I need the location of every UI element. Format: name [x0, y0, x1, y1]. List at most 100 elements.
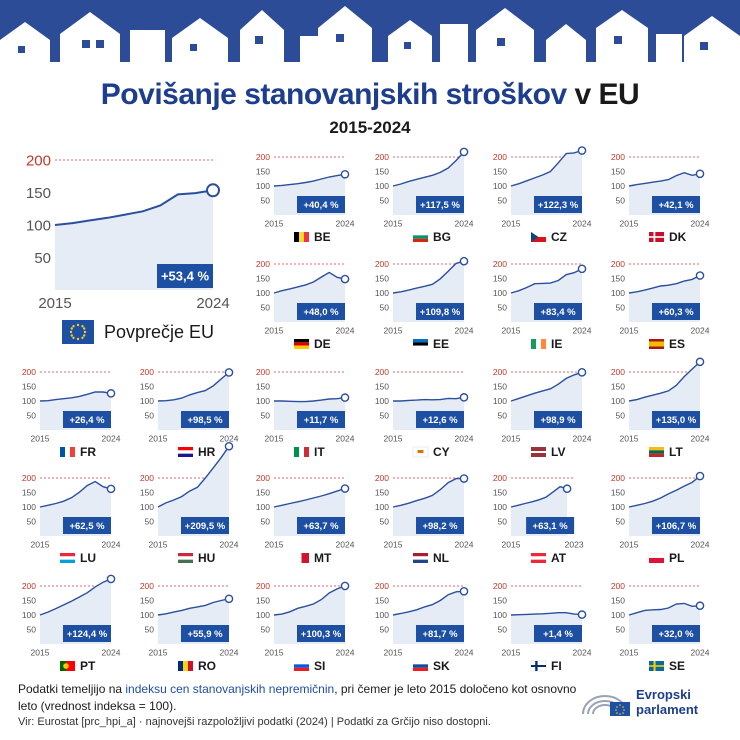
y-tick-label: 150 — [256, 273, 270, 283]
change-badge-bg — [534, 625, 582, 642]
change-badge-bg — [157, 264, 213, 288]
change-badge-at: +63,1 % — [533, 521, 569, 532]
country-code-fr: FR — [80, 445, 96, 459]
y-tick-label: 150 — [611, 381, 625, 391]
flag-part — [649, 447, 664, 451]
country-code-dk: DK — [669, 230, 687, 244]
y-tick-label: 200 — [611, 259, 625, 269]
y-tick-label: 50 — [27, 410, 37, 420]
series-line-ro — [157, 598, 230, 616]
y-tick-label: 200 — [611, 473, 625, 483]
x-start-label: 2015 — [502, 540, 521, 550]
y-tick-label: 50 — [498, 302, 508, 312]
y-tick-label: 50 — [498, 195, 508, 205]
change-badge-mt: +63,7 % — [303, 521, 339, 532]
x-start-label: 2015 — [384, 648, 403, 658]
y-tick-label: 150 — [611, 273, 625, 283]
flag-part — [294, 661, 309, 665]
x-end-label: 2024 — [691, 540, 710, 550]
flag-part — [178, 661, 183, 671]
flag-part — [531, 339, 536, 349]
country-code-de: DE — [314, 337, 331, 351]
y-tick-label: 200 — [493, 259, 507, 269]
ep-logo: Evropski parlament — [580, 684, 698, 720]
y-tick-label: 100 — [375, 610, 389, 620]
y-tick-label: 50 — [616, 410, 626, 420]
flag-part — [413, 232, 428, 236]
end-marker-lu — [106, 484, 116, 494]
page-title: Povišanje stanovanjskih stroškov v EU — [0, 78, 740, 112]
country-code-si: SI — [314, 659, 325, 673]
x-end-label: 2024 — [220, 648, 239, 658]
x-end-label: 2024 — [573, 219, 592, 229]
y-tick-label: 100 — [256, 610, 270, 620]
flag-part — [188, 661, 193, 671]
flag-part — [299, 232, 304, 242]
y-tick-label: 50 — [27, 516, 37, 526]
flag-part — [413, 553, 428, 557]
y-tick-label: 150 — [611, 487, 625, 497]
flag-part — [531, 451, 546, 453]
x-end-label: 2024 — [455, 648, 474, 658]
end-marker-pt — [106, 574, 116, 584]
x-start-label: 2015 — [149, 434, 168, 444]
x-start-label: 2015 — [620, 219, 639, 229]
y-tick-label: 200 — [256, 473, 270, 483]
x-end-label: 2024 — [455, 219, 474, 229]
end-marker-es — [695, 271, 705, 280]
series-line-nl — [392, 477, 465, 508]
flag-part — [649, 453, 664, 457]
series-line-eu — [54, 189, 214, 226]
y-tick-label: 100 — [256, 502, 270, 512]
x-start-label: 2015 — [149, 540, 168, 550]
flag-part — [304, 232, 309, 242]
area-hu — [158, 446, 229, 536]
country-code-fi: FI — [551, 659, 562, 673]
y-tick-label: 150 — [256, 166, 270, 176]
y-tick-label: 150 — [493, 595, 507, 605]
y-tick-label: 100 — [493, 288, 507, 298]
x-start-label: 2015 — [31, 648, 50, 658]
change-badge-bg — [63, 517, 111, 534]
y-tick-label: 200 — [22, 367, 36, 377]
x-start-label: 2015 — [265, 219, 284, 229]
series-line-bg — [392, 151, 465, 187]
y-tick-label: 50 — [616, 302, 626, 312]
change-badge-fi: +1,4 % — [543, 629, 573, 640]
x-start-label: 2015 — [38, 295, 71, 312]
series-line-sk — [392, 590, 465, 616]
flag-se-icon — [649, 661, 664, 671]
country-code-lu: LU — [80, 551, 96, 565]
y-tick-label: 50 — [380, 195, 390, 205]
change-badge-bg — [534, 303, 582, 320]
x-end-label: 2024 — [336, 326, 355, 336]
country-code-pl: PL — [669, 551, 684, 565]
x-start-label: 2015 — [31, 540, 50, 550]
x-start-label: 2015 — [502, 219, 521, 229]
flag-part — [413, 342, 428, 346]
country-code-be: BE — [314, 230, 331, 244]
y-tick-label: 200 — [140, 581, 154, 591]
x-end-label: 2024 — [573, 648, 592, 658]
hpi-link[interactable]: indeksu cen stanovanjskih nepremičnin — [125, 682, 335, 696]
x-end-label: 2024 — [102, 648, 121, 658]
y-tick-label: 100 — [140, 502, 154, 512]
y-tick-label: 50 — [261, 624, 271, 634]
y-tick-label: 200 — [140, 367, 154, 377]
flag-part — [531, 232, 539, 242]
change-badge-es: +60,3 % — [658, 307, 694, 318]
y-tick-label: 150 — [256, 595, 270, 605]
flag-part — [178, 553, 193, 557]
y-tick-label: 50 — [616, 516, 626, 526]
series-line-de — [273, 271, 346, 294]
y-tick-label: 150 — [26, 185, 51, 202]
country-code-bg: BG — [433, 230, 451, 244]
y-tick-label: 150 — [375, 273, 389, 283]
x-start-label: 2015 — [384, 540, 403, 550]
end-marker-cy — [459, 393, 469, 402]
end-marker-se — [695, 601, 705, 611]
y-tick-label: 50 — [380, 516, 390, 526]
flag-part — [183, 661, 188, 671]
series-line-be — [273, 173, 346, 187]
x-start-label: 2015 — [620, 648, 639, 658]
